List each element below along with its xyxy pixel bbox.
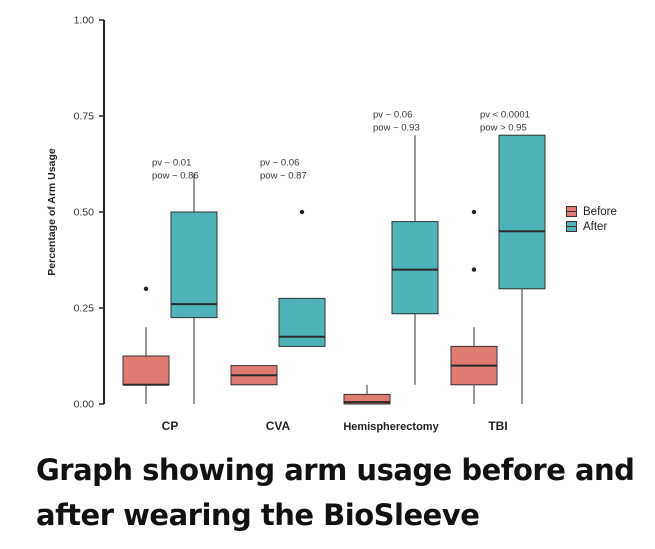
outlier-point (143, 286, 149, 291)
legend-swatch-before (566, 206, 577, 217)
x-category-label: TBI (488, 419, 507, 433)
y-tick-label: 0.50 (74, 207, 95, 219)
stat-annotation: pv ~ 0.06 (260, 158, 299, 169)
box-after (391, 221, 439, 315)
legend: Before After (566, 204, 617, 234)
y-axis-label: Percentage of Arm Usage (46, 148, 58, 276)
x-category-label: CP (162, 419, 179, 433)
y-tick-label: 1.00 (74, 15, 95, 27)
stat-annotation: pow ~ 0.87 (260, 171, 307, 182)
legend-item-before: Before (566, 204, 617, 219)
x-category-label: CVA (266, 419, 291, 433)
y-tick-label: 0.25 (74, 303, 95, 315)
outlier-point (471, 267, 477, 272)
box-after (170, 211, 218, 319)
legend-swatch-after (566, 221, 577, 232)
y-tick-label: 0.00 (74, 399, 95, 411)
stat-annotation: pow ~ 0.86 (152, 171, 199, 182)
y-tick-label: 0.75 (74, 111, 95, 123)
stat-annotation: pv < 0.0001 (480, 110, 530, 121)
legend-label-after: After (583, 220, 608, 233)
stat-annotation: pv ~ 0.01 (152, 158, 191, 169)
figure-caption: Graph showing arm usage before and after… (36, 453, 635, 532)
stat-annotation: pow > 0.95 (480, 123, 527, 134)
outlier-point (471, 209, 477, 215)
outlier-point (299, 209, 305, 215)
boxplot-chart: 0.00 0.25 0.50 0.75 1.00 CP CVA Hemispherectomy… (74, 15, 546, 433)
stat-annotation: pv ~ 0.06 (373, 110, 412, 121)
box-after (498, 134, 546, 290)
box-after (278, 297, 326, 347)
box-before (122, 355, 170, 386)
legend-label-before: Before (583, 205, 617, 218)
legend-item-after: After (566, 219, 617, 234)
stat-annotation: pow ~ 0.93 (373, 123, 420, 134)
box-before (343, 393, 391, 405)
x-category-label: Hemispherectomy (343, 421, 439, 433)
